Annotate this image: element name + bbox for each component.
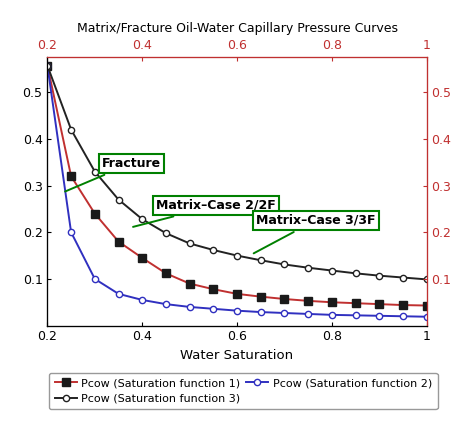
X-axis label: Water Saturation: Water Saturation [181,349,293,362]
Text: Fracture: Fracture [65,157,161,191]
Text: Matrix–Case 3/3F: Matrix–Case 3/3F [254,214,375,253]
Text: Matrix–Case 2/2F: Matrix–Case 2/2F [133,199,276,227]
Title: Matrix/Fracture Oil-Water Capillary Pressure Curves: Matrix/Fracture Oil-Water Capillary Pres… [76,22,398,35]
Legend: Pcow (Saturation function 1), Pcow (Saturation function 3), Pcow (Saturation fun: Pcow (Saturation function 1), Pcow (Satu… [49,373,438,410]
